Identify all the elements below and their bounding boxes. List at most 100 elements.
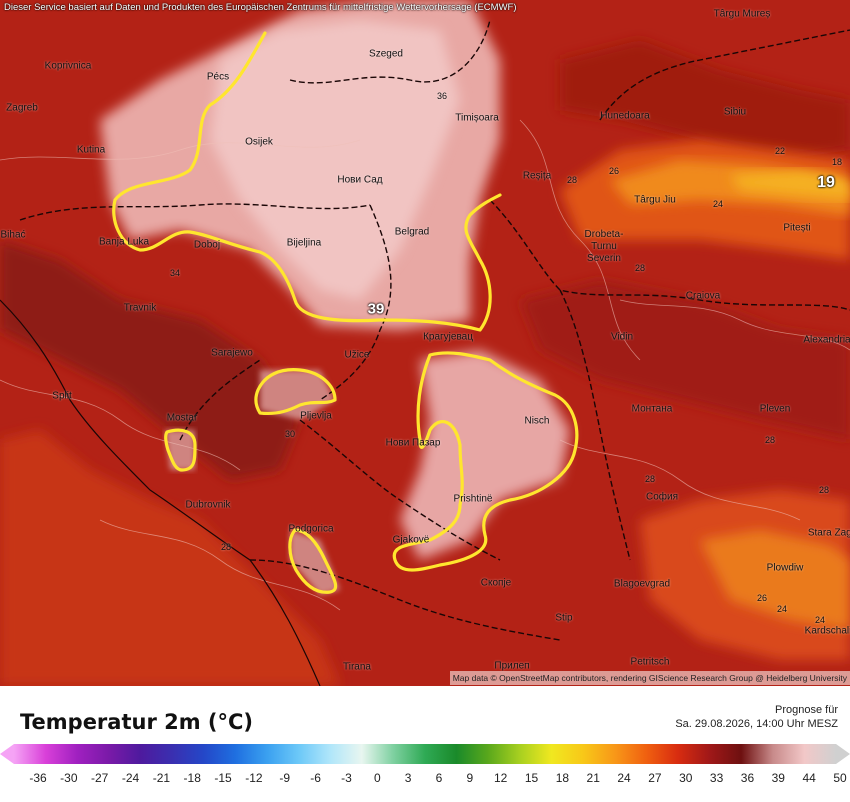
scale-tick-label: 39 [771, 771, 785, 785]
scale-tick-label: -30 [60, 771, 78, 785]
point-value: 19 [817, 174, 835, 191]
city-label: Split [52, 390, 72, 402]
temperature-map[interactable]: Dieser Service basiert auf Daten und Pro… [0, 0, 850, 686]
city-label: Stip [555, 612, 573, 624]
city-label: Nisch [524, 415, 550, 427]
ecmwf-attribution: Dieser Service basiert auf Daten und Pro… [4, 2, 517, 13]
contour-label: 28 [566, 175, 578, 185]
city-label: Plowdiw [766, 562, 804, 574]
scale-tick-label: 6 [435, 771, 443, 785]
contour-label: 36 [436, 91, 448, 101]
city-label: Doboj [193, 239, 221, 251]
scale-tick-label: 33 [709, 771, 724, 785]
osm-attribution: Map data © OpenStreetMap contributors, r… [449, 671, 850, 685]
city-label: Szeged [369, 48, 403, 60]
city-label: Petritsch [630, 656, 670, 668]
scale-tick-label: 30 [679, 771, 693, 785]
city-label: Kardschali [804, 625, 850, 637]
city-label: Drobeta-Turnu Severin [584, 229, 624, 264]
city-label: Mostar [166, 412, 198, 424]
scale-tick-label: -36 [29, 771, 47, 785]
forecast-datetime: Sa. 29.08.2026, 14:00 Uhr MESZ [675, 718, 838, 730]
contour-label: 34 [169, 268, 181, 278]
city-label: Pitești [783, 222, 811, 234]
city-label: Travnik [123, 302, 157, 314]
city-label: Reșița [522, 170, 552, 182]
scale-left-arrow [0, 744, 14, 764]
city-label: Gjakovë [392, 534, 430, 546]
city-label: Tirana [343, 661, 371, 673]
city-label: Sibiu [723, 106, 747, 118]
city-label: Нови Пазар [385, 437, 441, 449]
city-label: Prishtinë [453, 493, 493, 505]
contour-label: 28 [818, 485, 830, 495]
scale-tick-label: 24 [617, 771, 631, 785]
contour-label: 28 [634, 263, 646, 273]
scale-tick-label: -9 [279, 771, 291, 785]
legend-title: Temperatur 2m (°C) [20, 710, 254, 734]
city-label: Монтана [631, 403, 673, 415]
scale-tick-label: 36 [740, 771, 755, 785]
scale-tick-label: -12 [245, 771, 263, 785]
city-label: Bijeljina [286, 237, 322, 249]
city-label: Târgu Mureș [713, 8, 771, 20]
scale-tick-label: 15 [524, 771, 539, 785]
scale-tick-label: 12 [494, 771, 508, 785]
contour-label: 28 [220, 542, 232, 552]
contour-label: 30 [284, 429, 296, 439]
scale-tick-label: -6 [310, 771, 321, 785]
scale-tick-label: 50 [833, 771, 847, 785]
city-label: Koprivnica [44, 60, 92, 72]
city-label: Крагујевац [423, 331, 473, 343]
color-scale [0, 744, 850, 764]
map-canvas [0, 0, 850, 686]
city-label: Târgu Jiu [634, 194, 676, 206]
contour-label: 28 [764, 435, 776, 445]
city-label: Скопје [480, 577, 512, 589]
point-value: 39 [367, 300, 385, 318]
contour-label: 18 [831, 157, 843, 167]
city-label: Прилеп [494, 660, 530, 672]
city-label: Pécs [206, 71, 230, 83]
city-label: Stara Zagora [807, 527, 850, 539]
city-label: Blagoevgrad [613, 578, 671, 590]
city-label: Craiova [685, 290, 721, 302]
city-label: Osijek [245, 136, 273, 148]
contour-label: 26 [756, 593, 768, 603]
city-label: Podgorica [288, 523, 334, 535]
city-label: Kutina [76, 144, 106, 156]
scale-tick-label: -3 [341, 771, 352, 785]
contour-label: 24 [776, 604, 788, 614]
scale-tick-label: -24 [121, 771, 140, 785]
scale-right-arrow [836, 744, 850, 764]
city-label: Bihać [0, 229, 26, 241]
city-label: София [645, 491, 679, 503]
city-label: Alexandria [803, 334, 850, 346]
city-label: Нови Сад [337, 174, 383, 186]
scale-tick-label: -18 [183, 771, 201, 785]
scale-tick-label: -21 [152, 771, 171, 785]
city-label: Sarajewo [211, 347, 253, 359]
scale-bar [14, 744, 836, 764]
city-label: Hunedoara [600, 110, 650, 122]
city-label: Pleven [759, 403, 791, 415]
city-label: Dubrovnik [185, 499, 231, 511]
contour-label: 22 [774, 146, 786, 156]
contour-label: 26 [608, 166, 620, 176]
scale-tick-label: 44 [802, 771, 816, 785]
scale-tick-label: -15 [214, 771, 232, 785]
contour-label: 24 [712, 199, 724, 209]
city-label: Pljevlja [300, 410, 332, 422]
contour-label: 28 [644, 474, 656, 484]
city-label: Timișoara [455, 112, 499, 124]
city-label: Belgrad [394, 226, 430, 238]
scale-tick-label: 21 [586, 771, 600, 785]
scale-tick-label: 27 [648, 771, 662, 785]
scale-tick-label: 9 [466, 771, 474, 785]
city-label: Vidin [610, 331, 634, 343]
contour-label: 24 [814, 615, 826, 625]
forecast-label: Prognose für [775, 704, 838, 716]
scale-tick-label: 18 [555, 771, 570, 785]
city-label: Zagreb [6, 102, 38, 114]
scale-tick-label: -27 [91, 771, 109, 785]
